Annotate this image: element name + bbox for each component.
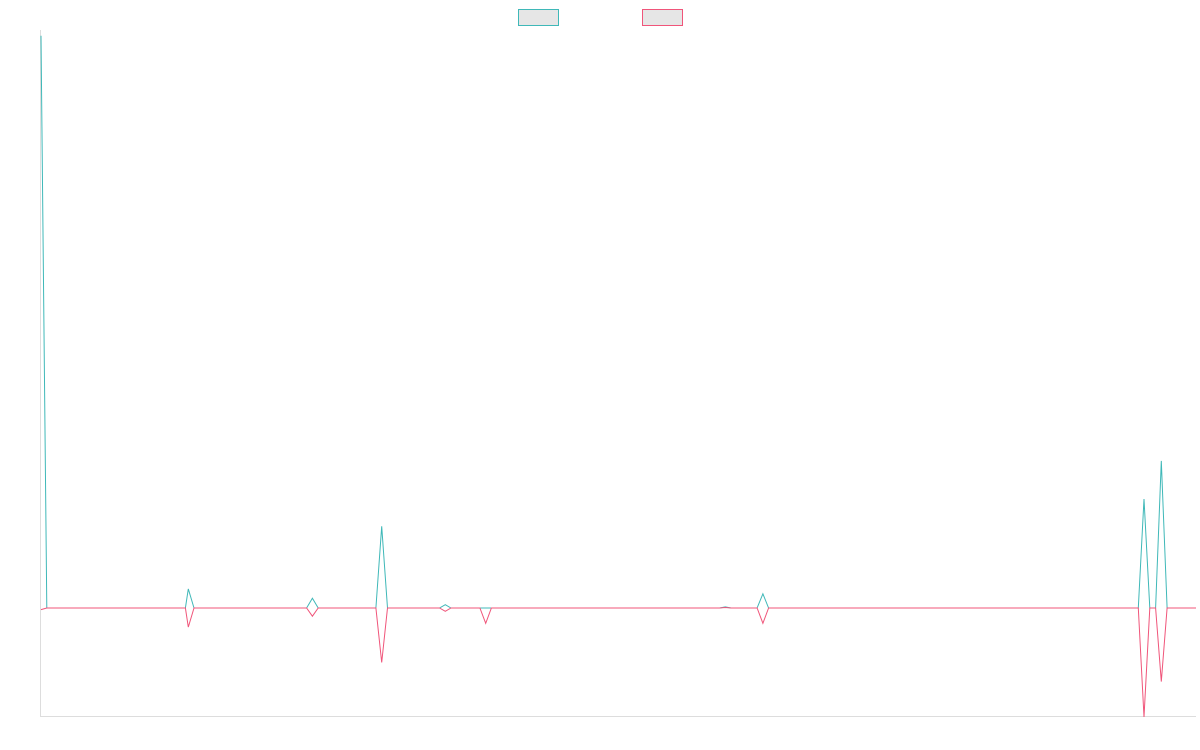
series-line-2 (40, 606, 1196, 718)
legend (518, 9, 683, 26)
series-layer (40, 35, 1196, 718)
series-line-1 (40, 35, 1196, 609)
plot-area (40, 30, 1196, 718)
legend-swatch-2[interactable] (642, 9, 683, 26)
legend-swatch-1[interactable] (518, 9, 559, 26)
